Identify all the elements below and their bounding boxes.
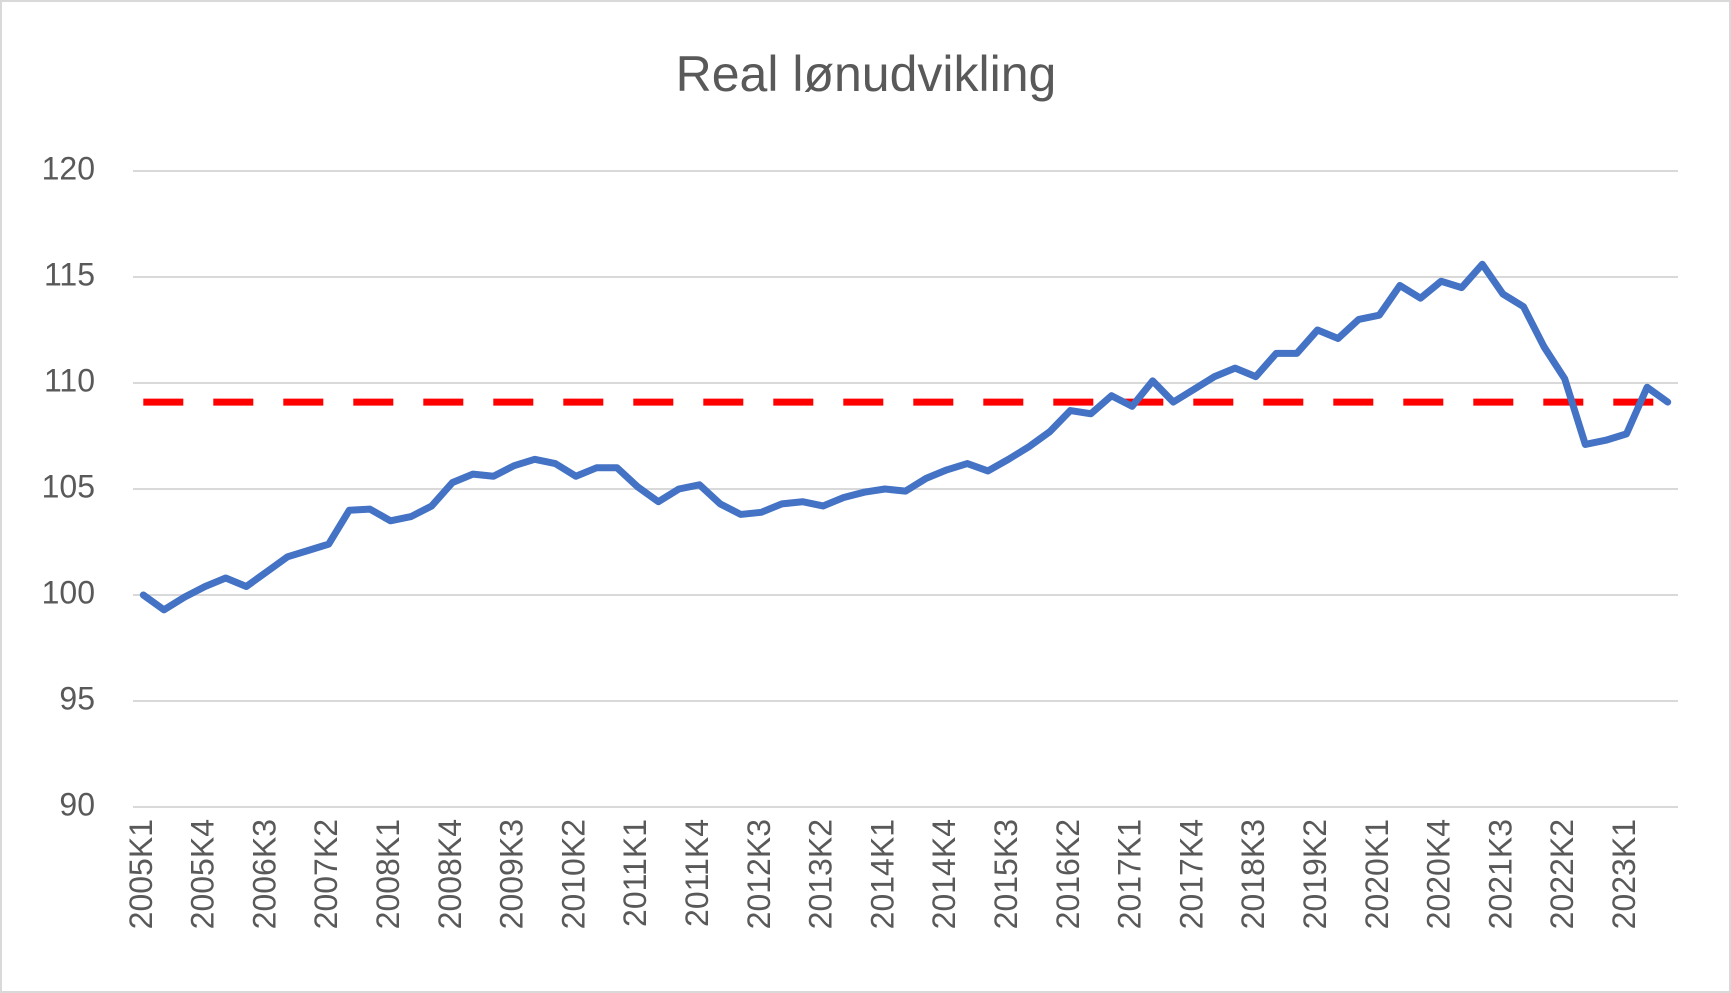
x-tick-label: 2017K1 (1112, 819, 1148, 929)
x-tick-label: 2011K4 (679, 819, 715, 927)
x-tick-label: 2017K4 (1173, 819, 1209, 929)
x-tick-label: 2006K3 (246, 819, 282, 929)
x-tick-label: 2022K2 (1544, 819, 1580, 929)
x-tick-label: 2020K1 (1359, 819, 1395, 929)
x-tick-label: 2015K3 (988, 819, 1024, 929)
x-tick-label: 2020K4 (1421, 819, 1457, 929)
x-tick-label: 2014K1 (864, 819, 900, 929)
x-tick-label: 2018K3 (1235, 819, 1271, 929)
y-tick-label: 90 (59, 786, 95, 822)
x-tick-label: 2005K1 (123, 819, 159, 929)
y-tick-label: 115 (44, 256, 95, 292)
x-tick-label: 2019K2 (1297, 819, 1333, 929)
x-tick-label: 2007K2 (308, 819, 344, 929)
x-tick-label: 2013K2 (803, 819, 839, 929)
y-tick-label: 120 (42, 150, 95, 186)
x-tick-label: 2012K3 (741, 819, 777, 929)
x-tick-label: 2009K3 (494, 819, 530, 929)
x-tick-label: 2021K3 (1482, 819, 1518, 929)
x-tick-label: 2005K4 (185, 819, 221, 929)
x-tick-label: 2011K1 (617, 819, 653, 927)
chart-title: Real lønudvikling (676, 46, 1057, 102)
y-tick-label: 105 (42, 468, 95, 504)
x-tick-label: 2010K2 (555, 819, 591, 929)
data-line (139, 260, 1672, 614)
x-tick-label: 2023K1 (1606, 819, 1642, 929)
y-tick-label: 100 (42, 574, 95, 610)
x-tick-label: 2008K4 (432, 819, 468, 929)
x-tick-label: 2016K2 (1050, 819, 1086, 929)
y-tick-label: 110 (44, 362, 95, 398)
x-tick-label: 2008K1 (370, 819, 406, 929)
x-tick-label: 2014K4 (926, 819, 962, 929)
y-tick-label: 95 (59, 680, 95, 716)
